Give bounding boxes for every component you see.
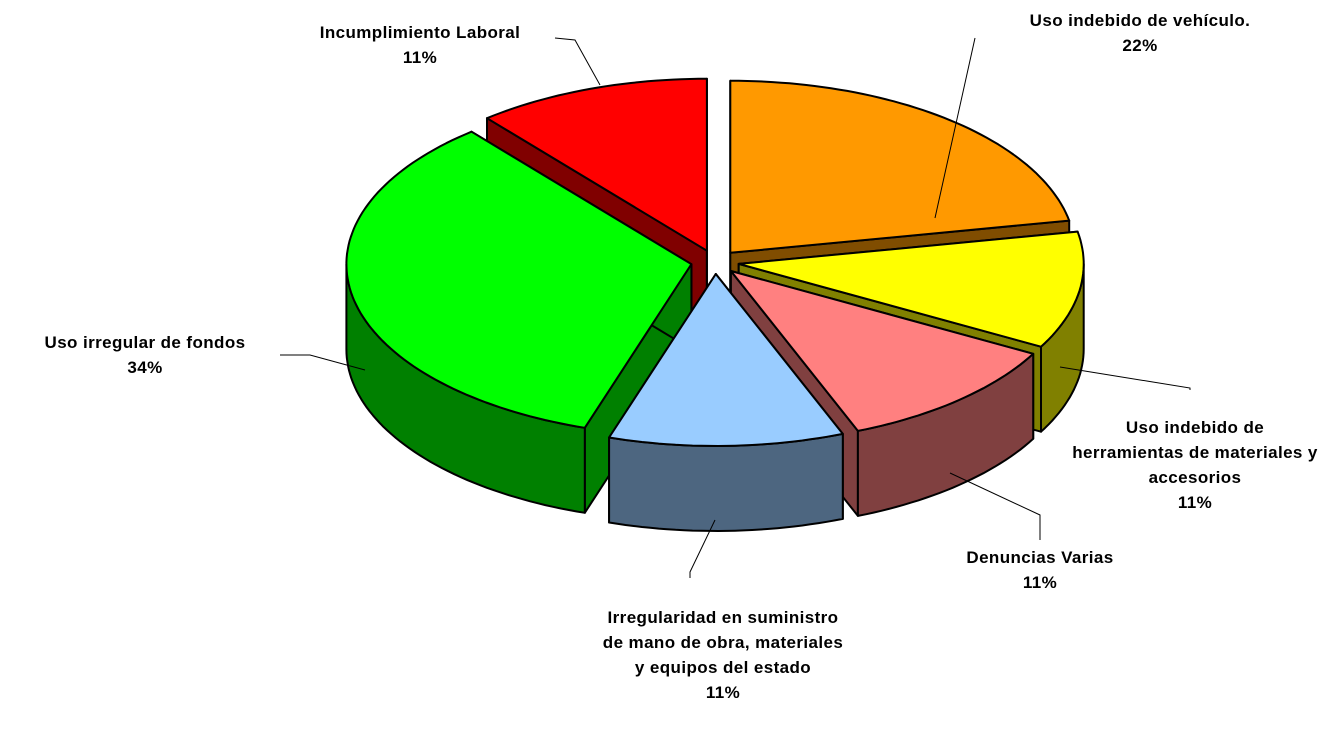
slice — [608, 273, 844, 447]
leader-line — [934, 37, 976, 219]
leader-line — [554, 37, 601, 86]
leader-line — [689, 519, 716, 578]
slice — [345, 130, 693, 429]
slice-label: Incumplimiento Laboral 11% — [280, 20, 560, 70]
slice-outer-side — [608, 432, 844, 532]
category-label: Irregularidad en suministro de mano de o… — [602, 608, 844, 677]
category-label: Uso indebido de vehículo. — [1029, 11, 1251, 30]
value-label: 11% — [1177, 493, 1213, 512]
leader-line — [280, 354, 366, 371]
slice-label: Denuncias Varias 11% — [915, 545, 1165, 595]
value-label: 11% — [705, 683, 741, 702]
slice — [486, 77, 708, 252]
leader-line — [1059, 366, 1191, 390]
category-label: Incumplimiento Laboral — [319, 23, 521, 42]
value-label: 22% — [1122, 36, 1158, 55]
slice — [729, 270, 1035, 432]
slice-label: Irregularidad en suministro de mano de o… — [598, 605, 848, 705]
category-label: Uso indebido de herramientas de material… — [1072, 418, 1318, 487]
slice — [729, 79, 1071, 254]
category-label: Denuncias Varias — [966, 548, 1114, 567]
value-label: 11% — [402, 48, 438, 67]
slice-label: Uso indebido de vehículo. 22% — [975, 8, 1305, 58]
value-label: 11% — [1022, 573, 1058, 592]
slice-label: Uso irregular de fondos 34% — [5, 330, 285, 380]
slice-label: Uso indebido de herramientas de material… — [1070, 415, 1320, 515]
value-label: 34% — [127, 358, 163, 377]
slice — [737, 230, 1085, 348]
leader-line — [949, 472, 1041, 540]
category-label: Uso irregular de fondos — [44, 333, 246, 352]
